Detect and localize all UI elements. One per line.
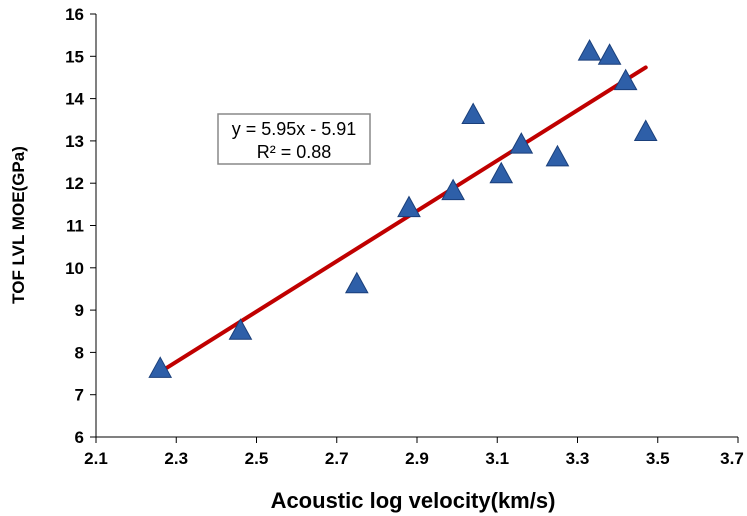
trendline-r2: R² = 0.88 — [257, 142, 332, 162]
data-points — [148, 39, 658, 378]
y-tick-label: 15 — [65, 47, 84, 66]
data-point-triangle — [489, 161, 514, 184]
x-tick-label: 3.7 — [720, 449, 744, 468]
x-tick-label: 2.1 — [84, 449, 108, 468]
data-point-triangle — [397, 195, 421, 218]
x-tick-label: 3.1 — [485, 449, 509, 468]
y-tick-label: 13 — [65, 132, 84, 151]
y-tick-label: 10 — [65, 259, 84, 278]
y-tick-label: 7 — [75, 386, 84, 405]
data-point-triangle — [597, 43, 622, 65]
x-tick-label: 2.7 — [325, 449, 349, 468]
y-tick-label: 9 — [75, 301, 84, 320]
data-point-triangle — [545, 144, 570, 167]
x-tick-label: 2.3 — [164, 449, 188, 468]
y-tick-label: 12 — [65, 174, 84, 193]
y-tick-label: 14 — [65, 90, 84, 109]
data-point-triangle — [344, 271, 369, 294]
data-point-triangle — [461, 102, 486, 125]
x-axis-title: Acoustic log velocity(km/s) — [271, 488, 556, 513]
x-tick-label: 2.9 — [405, 449, 429, 468]
y-tick-label: 6 — [75, 428, 84, 447]
y-axis-title: TOF LVL MOE(GPa) — [9, 146, 28, 304]
equation-box: y = 5.95x - 5.91 R² = 0.88 — [217, 113, 371, 165]
trendline — [158, 65, 648, 374]
y-tick-label: 8 — [75, 343, 84, 362]
data-point-triangle — [228, 318, 253, 340]
trendline-equation: y = 5.95x - 5.91 — [232, 119, 357, 139]
y-tick-label: 11 — [66, 217, 84, 236]
data-point-triangle — [577, 39, 602, 61]
data-point-triangle — [441, 178, 465, 201]
data-point-triangle — [509, 132, 534, 154]
data-point-triangle — [633, 119, 658, 141]
x-tick-label: 2.5 — [245, 449, 269, 468]
y-tick-label: 16 — [65, 5, 84, 24]
x-tick-label: 3.3 — [566, 449, 590, 468]
x-axis-ticks: 2.1 2.3 2.5 2.7 2.9 3.1 3.3 3.5 3.7 — [84, 437, 744, 468]
data-point-triangle — [148, 356, 173, 378]
y-axis-ticks: 6 7 8 9 10 11 12 13 14 15 16 — [65, 5, 96, 447]
x-tick-label: 3.5 — [646, 449, 670, 468]
data-point-triangle — [613, 68, 638, 91]
